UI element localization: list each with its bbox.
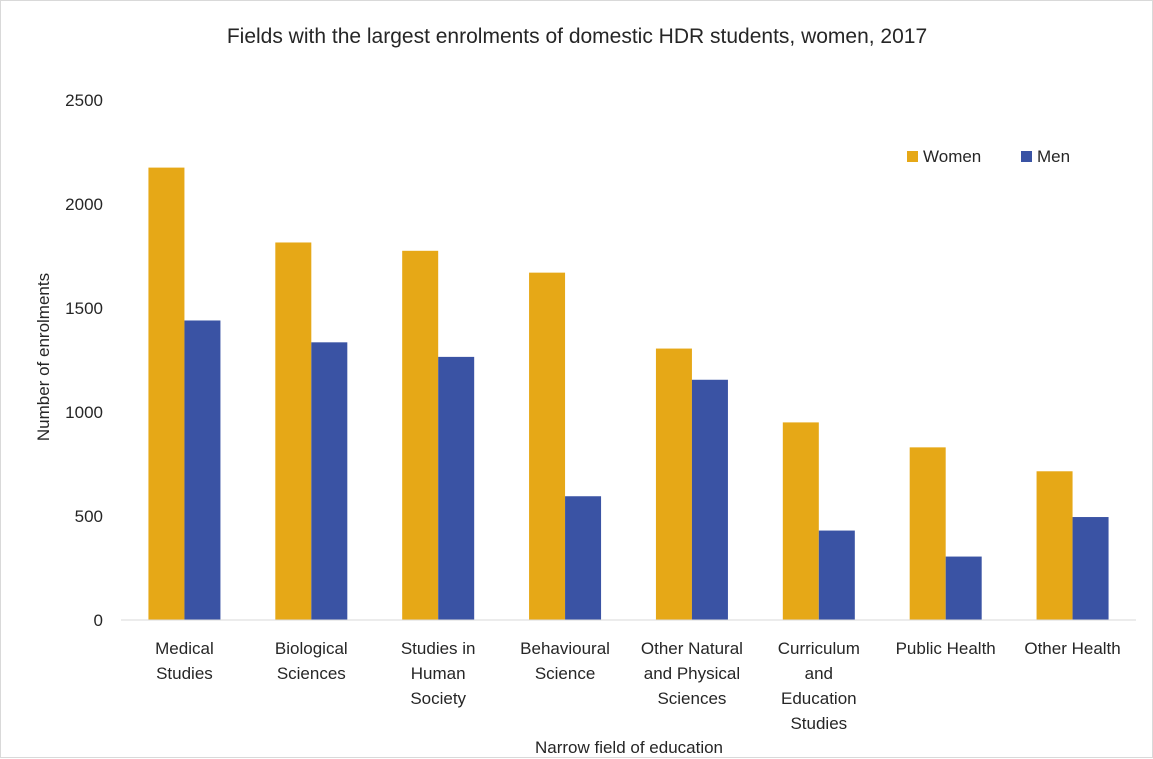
- category-label-line: Human: [411, 664, 466, 683]
- legend-label-women: Women: [923, 147, 981, 166]
- category-label-line: Public Health: [896, 639, 996, 658]
- legend-swatch-women: [907, 151, 918, 162]
- bar-men-3: [565, 496, 602, 620]
- category-label-line: Other Natural: [641, 639, 743, 658]
- bars-group: [148, 167, 1109, 621]
- y-tick-label: 1500: [65, 299, 103, 318]
- bar-men-2: [438, 356, 475, 620]
- category-labels: Medical Studies Biological Sciences Studies …: [155, 639, 1121, 733]
- category-label-line: Studies: [790, 714, 847, 733]
- legend-swatch-men: [1021, 151, 1032, 162]
- legend-label-men: Men: [1037, 147, 1070, 166]
- y-tick-label: 2500: [65, 91, 103, 110]
- category-label-line: Science: [535, 664, 595, 683]
- category-label: Biological Sciences: [275, 639, 348, 683]
- bar-women-7: [1036, 471, 1073, 620]
- bar-men-4: [691, 379, 728, 620]
- y-tick-label: 2000: [65, 195, 103, 214]
- category-label-line: Curriculum: [778, 639, 860, 658]
- bar-women-2: [402, 250, 439, 621]
- category-label-line: Behavioural: [520, 639, 610, 658]
- category-label-line: Other Health: [1024, 639, 1120, 658]
- x-axis-title: Narrow field of education: [535, 738, 723, 757]
- category-label: Studies in Human Society: [401, 639, 476, 708]
- bar-women-1: [275, 242, 312, 621]
- category-label-line: Education: [781, 689, 857, 708]
- category-label: Other Health: [1024, 639, 1120, 658]
- bar-women-6: [909, 447, 946, 620]
- bar-men-1: [311, 342, 348, 620]
- y-tick-label: 500: [75, 507, 103, 526]
- category-label: Public Health: [896, 639, 996, 658]
- category-label-line: Biological: [275, 639, 348, 658]
- bar-men-0: [184, 320, 221, 620]
- y-axis-title: Number of enrolments: [34, 273, 53, 441]
- bar-women-3: [529, 272, 566, 620]
- y-tick-label: 0: [94, 611, 103, 630]
- bar-men-6: [945, 556, 982, 620]
- category-label: Other Natural and Physical Sciences: [641, 639, 743, 708]
- category-label: Curriculum and Education Studies: [778, 639, 860, 733]
- category-label-line: Studies in: [401, 639, 476, 658]
- category-label-line: Studies: [156, 664, 213, 683]
- bar-men-7: [1072, 517, 1109, 620]
- category-label-line: Medical: [155, 639, 214, 658]
- y-tick-label: 1000: [65, 403, 103, 422]
- bar-women-0: [148, 167, 185, 620]
- category-label-line: Sciences: [657, 689, 726, 708]
- category-label-line: and: [805, 664, 833, 683]
- category-label-line: Sciences: [277, 664, 346, 683]
- category-label: Behavioural Science: [520, 639, 610, 683]
- category-label: Medical Studies: [155, 639, 214, 683]
- category-label-line: and Physical: [644, 664, 740, 683]
- y-axis-tick-labels: 0 500 1000 1500 2000 2500: [65, 91, 103, 630]
- bar-women-5: [782, 422, 819, 620]
- category-label-line: Society: [410, 689, 466, 708]
- legend: Women Men: [907, 147, 1070, 166]
- bar-men-5: [818, 530, 855, 620]
- bar-women-4: [655, 348, 692, 620]
- chart-title: Fields with the largest enrolments of do…: [227, 25, 927, 48]
